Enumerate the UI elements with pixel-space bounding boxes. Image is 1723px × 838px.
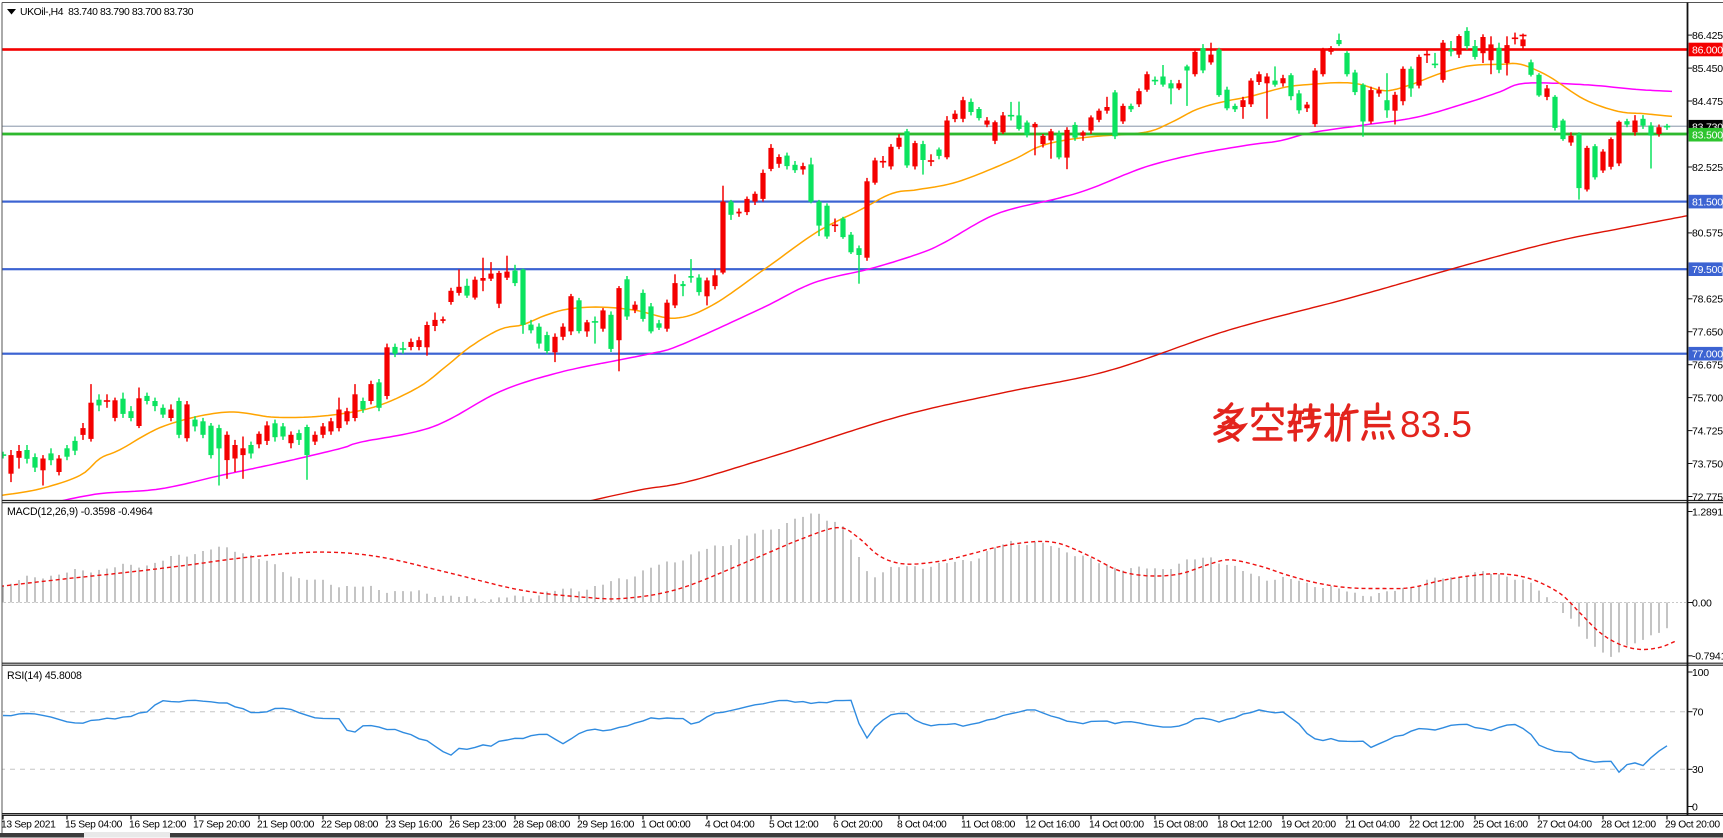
svg-text:29 Oct 20:00: 29 Oct 20:00 (1665, 820, 1720, 831)
svg-text:79.500: 79.500 (1692, 264, 1723, 276)
svg-text:5 Oct 12:00: 5 Oct 12:00 (769, 820, 819, 831)
svg-text:22 Oct 12:00: 22 Oct 12:00 (1409, 820, 1464, 831)
svg-text:72.775: 72.775 (1692, 491, 1723, 503)
svg-text:70: 70 (1692, 707, 1704, 719)
svg-text:16 Sep 12:00: 16 Sep 12:00 (129, 820, 187, 831)
svg-text:1.2891: 1.2891 (1692, 506, 1723, 518)
svg-text:0: 0 (1692, 801, 1698, 813)
svg-text:75.700: 75.700 (1692, 392, 1723, 404)
svg-text:77.000: 77.000 (1692, 349, 1723, 361)
svg-text:17 Sep 20:00: 17 Sep 20:00 (193, 820, 251, 831)
svg-text:30: 30 (1692, 764, 1704, 776)
svg-text:26 Sep 23:00: 26 Sep 23:00 (449, 820, 507, 831)
svg-text:83.5: 83.5 (1400, 404, 1472, 445)
svg-text:25 Oct 16:00: 25 Oct 16:00 (1473, 820, 1528, 831)
svg-text:100: 100 (1692, 667, 1709, 679)
svg-text:RSI(14) 45.8008: RSI(14) 45.8008 (7, 670, 82, 682)
svg-text:74.725: 74.725 (1692, 425, 1723, 437)
svg-text:6 Oct 20:00: 6 Oct 20:00 (833, 820, 883, 831)
svg-text:18 Oct 12:00: 18 Oct 12:00 (1217, 820, 1272, 831)
svg-text:8 Oct 04:00: 8 Oct 04:00 (897, 820, 947, 831)
svg-text:85.450: 85.450 (1692, 63, 1723, 75)
svg-text:15 Sep 04:00: 15 Sep 04:00 (65, 820, 123, 831)
svg-text:12 Oct 16:00: 12 Oct 16:00 (1025, 820, 1080, 831)
svg-text:-0.7941: -0.7941 (1692, 651, 1723, 663)
svg-text:13 Sep 2021: 13 Sep 2021 (1, 820, 56, 831)
svg-text:27 Oct 04:00: 27 Oct 04:00 (1537, 820, 1592, 831)
svg-text:MACD(12,26,9) -0.3598 -0.4964: MACD(12,26,9) -0.3598 -0.4964 (7, 506, 153, 518)
svg-text:77.650: 77.650 (1692, 327, 1723, 339)
svg-text:76.675: 76.675 (1692, 360, 1723, 372)
svg-text:81.500: 81.500 (1692, 196, 1723, 208)
svg-text:86.425: 86.425 (1692, 30, 1723, 42)
svg-text:28 Sep 08:00: 28 Sep 08:00 (513, 820, 571, 831)
svg-text:21 Sep 00:00: 21 Sep 00:00 (257, 820, 315, 831)
svg-text:80.575: 80.575 (1692, 228, 1723, 240)
svg-text:UKOil-,H4 83.740 83.790 83.70: UKOil-,H4 83.740 83.790 83.700 83.730 (20, 7, 194, 18)
svg-text:73.750: 73.750 (1692, 458, 1723, 470)
svg-text:1 Oct 00:00: 1 Oct 00:00 (641, 820, 691, 831)
svg-text:29 Sep 16:00: 29 Sep 16:00 (577, 820, 635, 831)
svg-text:86.000: 86.000 (1692, 44, 1723, 56)
svg-text:15 Oct 08:00: 15 Oct 08:00 (1153, 820, 1208, 831)
svg-text:21 Oct 04:00: 21 Oct 04:00 (1345, 820, 1400, 831)
svg-text:28 Oct 12:00: 28 Oct 12:00 (1601, 820, 1656, 831)
svg-text:14 Oct 00:00: 14 Oct 00:00 (1089, 820, 1144, 831)
svg-text:78.625: 78.625 (1692, 294, 1723, 306)
svg-text:0.00: 0.00 (1692, 597, 1712, 609)
svg-text:11 Oct 08:00: 11 Oct 08:00 (961, 820, 1016, 831)
svg-text:83.500: 83.500 (1692, 130, 1723, 142)
svg-text:19 Oct 20:00: 19 Oct 20:00 (1281, 820, 1336, 831)
svg-text:22 Sep 08:00: 22 Sep 08:00 (321, 820, 379, 831)
svg-text:23 Sep 16:00: 23 Sep 16:00 (385, 820, 443, 831)
svg-text:4 Oct 04:00: 4 Oct 04:00 (705, 820, 755, 831)
svg-text:84.475: 84.475 (1692, 96, 1723, 108)
svg-text:82.525: 82.525 (1692, 162, 1723, 174)
